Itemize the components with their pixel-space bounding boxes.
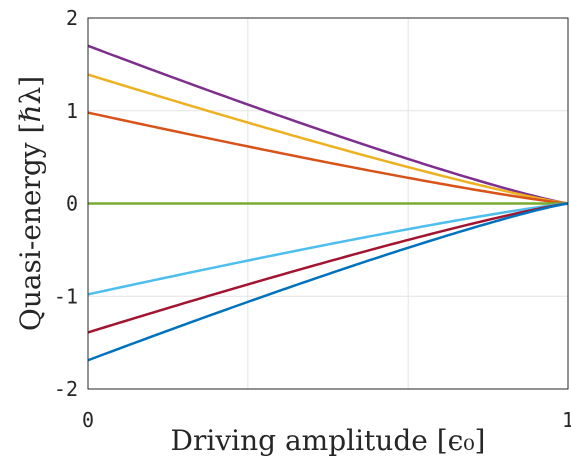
series-curves	[87, 44, 569, 362]
series-line	[87, 202, 569, 296]
tick-labels: 210-1-20 1	[54, 6, 571, 432]
plot-frame	[87, 17, 569, 390]
series-line	[87, 73, 569, 205]
y-tick-label: 0	[66, 192, 78, 216]
series-line	[87, 202, 569, 334]
series-line	[87, 202, 569, 362]
y-tick-label: 2	[66, 6, 78, 30]
x-tick-label: 1	[562, 408, 571, 432]
series-line	[87, 111, 569, 205]
series-line	[87, 44, 569, 205]
y-tick-label: -2	[54, 377, 78, 401]
x-axis-label: Driving amplitude [ϵ₀]	[171, 424, 486, 457]
x-tick-label: 0	[82, 408, 94, 432]
y-tick-label: 1	[66, 99, 78, 123]
y-axis-label: Quasi-energy [ℏλ]	[14, 76, 47, 331]
y-tick-label: -1	[54, 284, 78, 308]
